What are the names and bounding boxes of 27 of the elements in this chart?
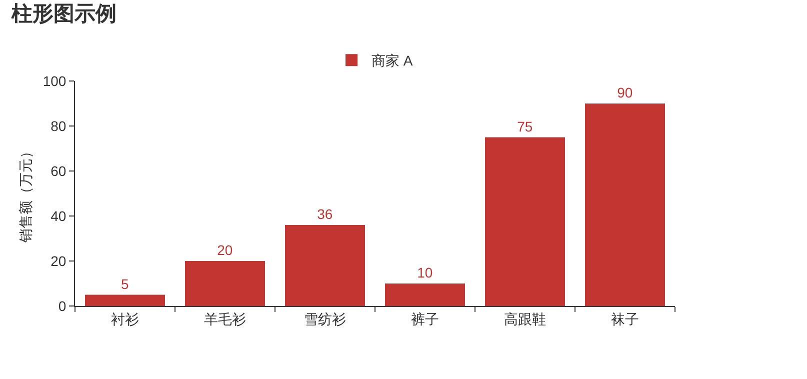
chart-title: 柱形图示例	[10, 2, 116, 26]
x-tick-label: 羊毛衫	[204, 310, 246, 327]
x-tick-label: 高跟鞋	[504, 310, 546, 327]
bar	[485, 137, 565, 306]
y-tick-label: 80	[50, 118, 66, 134]
data-label: 75	[517, 118, 533, 134]
y-tick-label: 20	[50, 252, 66, 269]
data-label: 10	[417, 264, 433, 280]
x-tick-label: 雪纺衫	[304, 310, 346, 327]
bar	[185, 261, 265, 306]
data-label: 5	[121, 276, 129, 292]
bar	[585, 104, 665, 306]
y-tick-label: 40	[50, 208, 66, 224]
y-tick-label: 0	[58, 298, 66, 314]
x-tick-label: 衬衫	[111, 310, 139, 327]
bar	[285, 225, 365, 306]
y-axis-title: 销售额（万元）	[17, 144, 34, 244]
bar	[385, 284, 465, 306]
data-label: 36	[317, 206, 333, 222]
x-tick-label: 裤子	[411, 310, 439, 327]
legend-label: 商家 A	[372, 52, 414, 69]
y-tick-label: 60	[50, 162, 66, 179]
data-label: 90	[617, 84, 633, 100]
data-label: 20	[217, 242, 233, 258]
x-tick-label: 袜子	[611, 310, 639, 327]
bar	[85, 294, 165, 306]
y-tick-label: 100	[42, 72, 66, 89]
